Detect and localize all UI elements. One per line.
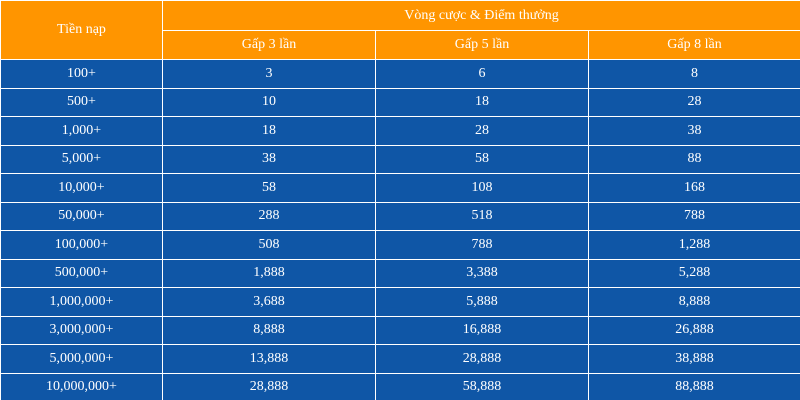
cell-x3: 288: [162, 201, 376, 231]
cell-x3: 38: [162, 144, 376, 174]
cell-x3: 3: [162, 59, 376, 89]
cell-x8: 26,888: [587, 315, 800, 345]
table-row: 500+ 10 18 28: [0, 87, 800, 117]
cell-x5: 6: [375, 59, 589, 89]
cell-deposit: 10,000,000+: [0, 372, 163, 400]
cell-deposit: 50,000+: [0, 201, 163, 231]
cell-x5: 18: [375, 87, 589, 117]
table-body: 100+ 3 6 8 500+ 10 18 28 1,000+ 18 28 38 5,000+ 38 58 8…: [0, 59, 800, 400]
cell-x8: 8: [587, 59, 800, 89]
cell-x3: 3,688: [162, 287, 376, 317]
table-header: Tiền nạp Vòng cược & Điểm thưởng Gấp 3 l…: [0, 0, 800, 60]
cell-deposit: 10,000+: [0, 173, 163, 203]
cell-x8: 38,888: [587, 344, 800, 374]
cell-x8: 788: [587, 201, 800, 231]
cell-deposit: 1,000,000+: [0, 287, 163, 317]
cell-x3: 10: [162, 87, 376, 117]
subheader-x8: Gấp 8 lần: [587, 30, 800, 60]
cell-x5: 28: [375, 116, 589, 146]
header-row-sub: Gấp 3 lần Gấp 5 lần Gấp 8 lần: [1, 30, 800, 60]
table-row: 100,000+ 508 788 1,288: [0, 230, 800, 260]
cell-deposit: 1,000+: [0, 116, 163, 146]
table-row: 10,000+ 58 108 168: [0, 173, 800, 203]
cell-x8: 88: [587, 144, 800, 174]
cell-x3: 28,888: [162, 372, 376, 400]
cell-x5: 788: [375, 230, 589, 260]
cell-x3: 8,888: [162, 315, 376, 345]
header-wager-points: Vòng cược & Điểm thưởng: [161, 0, 800, 31]
table-row: 1,000,000+ 3,688 5,888 8,888: [0, 287, 800, 317]
cell-deposit: 500,000+: [0, 258, 163, 288]
subheader-x5: Gấp 5 lần: [375, 30, 589, 60]
cell-deposit: 3,000,000+: [0, 315, 163, 345]
table-row: 5,000,000+ 13,888 28,888 38,888: [0, 344, 800, 374]
cell-x5: 5,888: [375, 287, 589, 317]
cell-x3: 18: [162, 116, 376, 146]
cell-x8: 5,288: [587, 258, 800, 288]
cell-x5: 28,888: [375, 344, 589, 374]
cell-x8: 168: [587, 173, 800, 203]
cell-deposit: 100+: [0, 59, 163, 89]
cell-deposit: 100,000+: [0, 230, 163, 260]
cell-x5: 518: [375, 201, 589, 231]
cell-x3: 1,888: [162, 258, 376, 288]
cell-deposit: 5,000,000+: [0, 344, 163, 374]
cell-x3: 58: [162, 173, 376, 203]
cell-x8: 8,888: [587, 287, 800, 317]
table-row: 1,000+ 18 28 38: [0, 116, 800, 146]
cell-x8: 1,288: [587, 230, 800, 260]
table-row: 500,000+ 1,888 3,388 5,288: [0, 258, 800, 288]
cell-x5: 58: [375, 144, 589, 174]
table-row: 100+ 3 6 8: [0, 59, 800, 89]
subheader-x3: Gấp 3 lần: [162, 30, 376, 60]
header-deposit: Tiền nạp: [0, 0, 163, 60]
table-row: 50,000+ 288 518 788: [0, 201, 800, 231]
cell-x5: 108: [375, 173, 589, 203]
cell-x8: 88,888: [587, 372, 800, 400]
header-row-top: Tiền nạp Vòng cược & Điểm thưởng: [0, 0, 800, 60]
cell-x5: 16,888: [375, 315, 589, 345]
table-row: 3,000,000+ 8,888 16,888 26,888: [0, 315, 800, 345]
cell-x8: 28: [587, 87, 800, 117]
cell-x5: 3,388: [375, 258, 589, 288]
table-row: 5,000+ 38 58 88: [0, 144, 800, 174]
cell-deposit: 5,000+: [0, 144, 163, 174]
cell-x8: 38: [587, 116, 800, 146]
cell-deposit: 500+: [0, 87, 163, 117]
cell-x5: 58,888: [375, 372, 589, 400]
table-row: 10,000,000+ 28,888 58,888 88,888: [0, 372, 800, 400]
cell-x3: 13,888: [162, 344, 376, 374]
cell-x3: 508: [162, 230, 376, 260]
